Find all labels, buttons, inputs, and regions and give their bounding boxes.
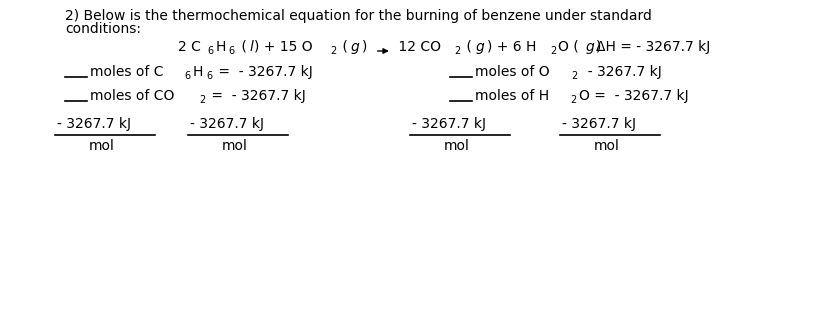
Text: - 3267.7 kJ: - 3267.7 kJ [412, 117, 485, 131]
Text: (: ( [462, 40, 471, 54]
Text: 6: 6 [206, 71, 212, 81]
Text: 2 C: 2 C [178, 40, 201, 54]
Text: moles of CO: moles of CO [90, 89, 174, 103]
Text: moles of H: moles of H [475, 89, 548, 103]
Text: ) + 15 O: ) + 15 O [254, 40, 313, 54]
Text: ΔH = - 3267.7 kJ: ΔH = - 3267.7 kJ [595, 40, 710, 54]
Text: =  - 3267.7 kJ: = - 3267.7 kJ [207, 89, 305, 103]
Text: 2) Below is the thermochemical equation for the burning of benzene under standar: 2) Below is the thermochemical equation … [65, 9, 651, 23]
Text: - 3267.7 kJ: - 3267.7 kJ [562, 117, 635, 131]
Text: - 3267.7 kJ: - 3267.7 kJ [57, 117, 131, 131]
Text: 2: 2 [570, 95, 576, 105]
Text: 2: 2 [454, 46, 460, 56]
Text: - 3267.7 kJ: - 3267.7 kJ [190, 117, 264, 131]
Text: mol: mol [442, 139, 469, 153]
Text: mol: mol [88, 139, 114, 153]
Text: H: H [215, 40, 226, 54]
Text: g: g [475, 40, 484, 54]
Text: - 3267.7 kJ: - 3267.7 kJ [579, 65, 662, 79]
Text: ) + 6 H: ) + 6 H [486, 40, 535, 54]
Text: O =  - 3267.7 kJ: O = - 3267.7 kJ [578, 89, 687, 103]
Text: 2: 2 [550, 46, 556, 56]
Text: (: ( [237, 40, 246, 54]
Text: (: ( [337, 40, 347, 54]
Text: 2: 2 [330, 46, 336, 56]
Text: ): ) [595, 40, 601, 54]
Text: conditions:: conditions: [65, 22, 141, 36]
Text: O (: O ( [557, 40, 578, 54]
Text: 2: 2 [571, 71, 577, 81]
Text: mol: mol [221, 139, 247, 153]
Text: moles of C: moles of C [90, 65, 163, 79]
Text: 6: 6 [228, 46, 235, 56]
Text: mol: mol [593, 139, 619, 153]
Text: moles of O: moles of O [475, 65, 549, 79]
Text: g: g [351, 40, 359, 54]
Text: l: l [249, 40, 253, 54]
Text: 12 CO: 12 CO [394, 40, 440, 54]
Text: 6: 6 [208, 46, 213, 56]
Text: H: H [193, 65, 203, 79]
Text: ): ) [361, 40, 371, 54]
Text: g: g [585, 40, 593, 54]
Text: =  - 3267.7 kJ: = - 3267.7 kJ [213, 65, 313, 79]
Text: 2: 2 [198, 95, 205, 105]
Text: 6: 6 [184, 71, 191, 81]
